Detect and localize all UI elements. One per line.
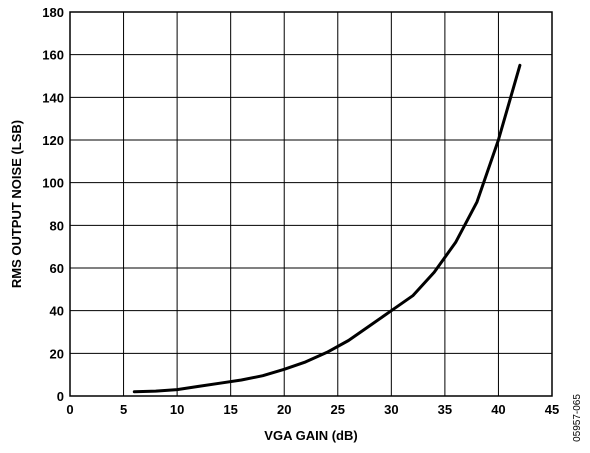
- series-curve: [132, 63, 522, 394]
- x-tick-label: 0: [66, 402, 73, 417]
- figure-id-label: 05957-065: [572, 394, 583, 442]
- series-line: [132, 63, 522, 394]
- x-tick-label: 40: [491, 402, 505, 417]
- y-tick-label: 140: [42, 90, 64, 105]
- y-tick-label: 160: [42, 48, 64, 63]
- y-tick-label: 100: [42, 176, 64, 191]
- y-tick-label: 20: [50, 346, 64, 361]
- x-tick-label: 5: [120, 402, 127, 417]
- x-tick-labels: 0 5 10 15 20 25 30 35 40 45: [66, 402, 559, 417]
- y-axis-title: RMS OUTPUT NOISE (LSB): [9, 120, 24, 288]
- y-tick-label: 120: [42, 133, 64, 148]
- plot-frame: [69, 11, 553, 397]
- x-tick-label: 30: [384, 402, 398, 417]
- x-tick-label: 10: [170, 402, 184, 417]
- y-tick-labels: 0 20 40 60 80 100 120 140 160 180: [42, 5, 64, 404]
- y-tick-label: 40: [50, 304, 64, 319]
- y-tick-label: 180: [42, 5, 64, 20]
- x-tick-label: 45: [545, 402, 559, 417]
- x-tick-label: 35: [438, 402, 452, 417]
- grid-lines: [69, 11, 553, 397]
- x-tick-label: 25: [331, 402, 345, 417]
- x-tick-label: 20: [277, 402, 291, 417]
- y-tick-label: 80: [50, 218, 64, 233]
- x-axis-title: VGA GAIN (dB): [264, 428, 357, 443]
- y-tick-label: 0: [57, 389, 64, 404]
- x-tick-label: 15: [223, 402, 237, 417]
- y-tick-label: 60: [50, 261, 64, 276]
